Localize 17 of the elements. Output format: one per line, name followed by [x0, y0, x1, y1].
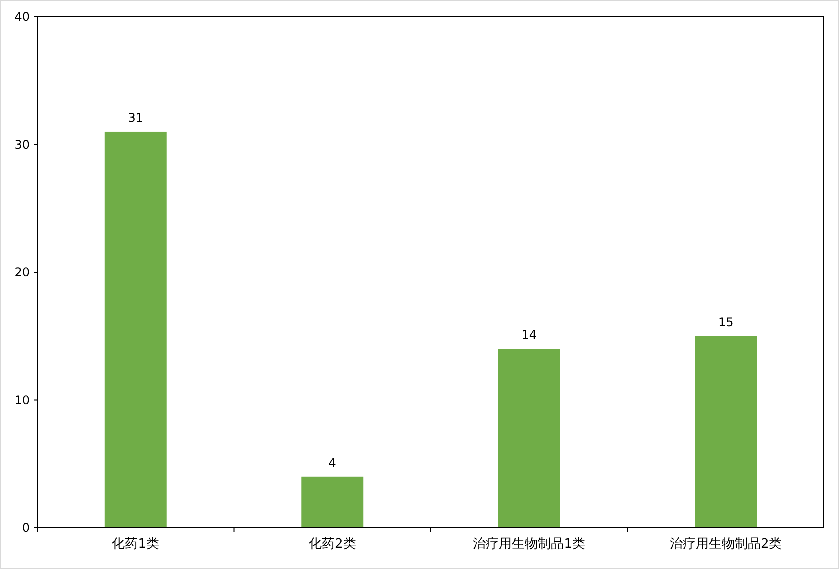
- y-tick-label: 20: [14, 266, 30, 280]
- y-tick-label: 40: [14, 10, 30, 24]
- x-tick-label: 化药2类: [308, 537, 356, 552]
- bar: [498, 349, 560, 528]
- x-tick-label: 治疗用生物制品1类: [473, 537, 586, 552]
- x-tick-label: 治疗用生物制品2类: [670, 537, 782, 552]
- bar: [695, 336, 758, 528]
- data-label: 15: [718, 315, 734, 330]
- y-tick-label: 10: [14, 393, 30, 408]
- x-tick-label: 化药1类: [112, 537, 160, 552]
- data-label: 4: [328, 456, 336, 470]
- bar: [104, 132, 167, 528]
- bar: [302, 476, 364, 528]
- y-tick-label: 30: [14, 138, 30, 152]
- data-label: 31: [128, 110, 144, 125]
- y-tick-label: 0: [22, 521, 30, 536]
- data-label: 14: [522, 328, 538, 342]
